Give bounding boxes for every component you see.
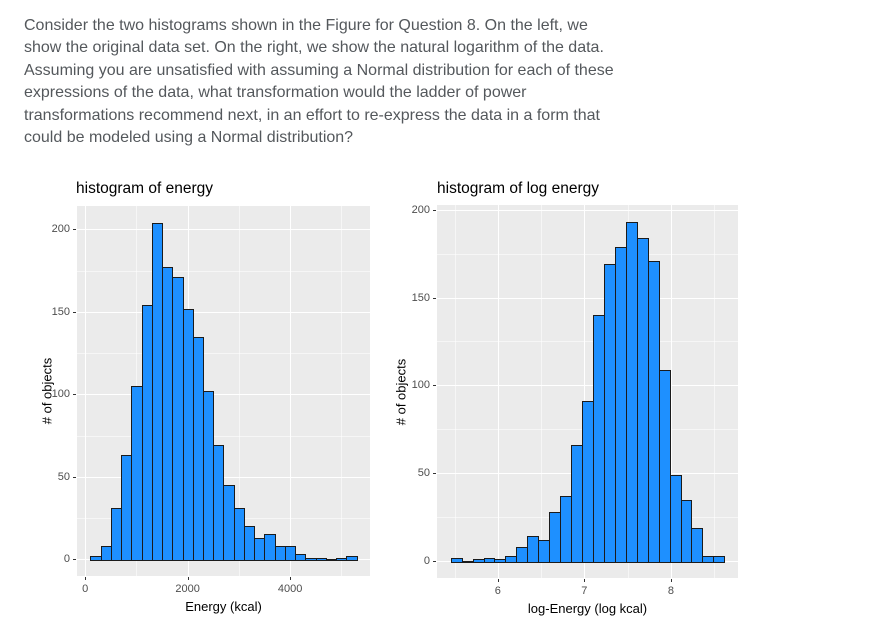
question-line: expressions of the data, what transforma… — [24, 84, 527, 102]
y-tick-label: 200 — [411, 203, 430, 216]
x-tick-label: 0 — [82, 583, 89, 595]
gridline-x-major — [497, 205, 499, 578]
gridline-x-minor — [341, 206, 343, 576]
y-tick-mark — [433, 209, 436, 211]
x-tick-mark — [187, 577, 189, 580]
x-tick-label: 4000 — [277, 583, 303, 595]
x-tick-label: 8 — [667, 585, 674, 597]
histogram-bar-zero — [462, 561, 474, 563]
x-tick-mark — [497, 579, 499, 582]
x-tick-label: 2000 — [175, 583, 200, 595]
chart-title: histogram of log energy — [437, 180, 599, 197]
gridline-y-major — [77, 394, 370, 396]
question-line: Consider the two histograms shown in the… — [24, 17, 588, 34]
histogram-bar — [295, 554, 306, 561]
y-tick-mark — [73, 229, 76, 231]
y-tick-mark — [73, 559, 76, 561]
y-tick-label: 0 — [423, 555, 430, 568]
gridline-x-major — [290, 206, 292, 576]
y-tick-mark — [433, 473, 436, 475]
histogram-bar — [691, 528, 703, 563]
y-tick-label: 50 — [417, 467, 430, 480]
gridline-y-minor — [77, 353, 370, 355]
gridline-x-minor — [714, 205, 716, 578]
question-line: could be modeled using a Normal distribu… — [24, 129, 354, 147]
y-tick-label: 50 — [57, 470, 70, 483]
gridline-x-minor — [454, 205, 456, 578]
y-tick-mark — [73, 394, 76, 396]
gridline-y-major — [437, 385, 738, 387]
y-tick-mark — [433, 297, 436, 299]
histogram-bar — [346, 556, 358, 561]
gridline-y-minor — [77, 435, 370, 437]
question-line: show the original data set. On the right… — [24, 39, 604, 57]
x-tick-mark — [584, 579, 586, 582]
y-tick-label: 0 — [63, 553, 70, 566]
histogram-bar — [713, 556, 725, 563]
y-tick-label: 200 — [51, 223, 70, 236]
y-axis-title: # of objects — [393, 358, 409, 425]
question-line: Assuming you are unsatisfied with assumi… — [24, 61, 614, 79]
gridline-y-minor — [77, 270, 370, 272]
question-line: transformations recommend next, in an ef… — [24, 106, 600, 124]
x-axis-title: log-Energy (log kcal) — [527, 601, 648, 616]
question-text: Consider the two histograms shown in the… — [24, 15, 614, 149]
gridline-x-major — [584, 205, 586, 578]
gridline-x-major — [670, 205, 672, 578]
gridline-x-minor — [238, 206, 240, 576]
x-axis-title: Energy (kcal) — [185, 599, 262, 614]
gridline-x-minor — [541, 205, 543, 578]
gridline-y-minor — [437, 253, 738, 255]
gridline-x-major — [85, 206, 87, 576]
x-tick-label: 6 — [494, 585, 501, 597]
x-tick-mark — [85, 577, 87, 580]
gridline-y-minor — [437, 341, 738, 343]
y-tick-label: 100 — [411, 379, 430, 392]
y-tick-mark — [73, 476, 76, 478]
y-axis-title: # of objects — [39, 357, 55, 425]
gridline-y-major — [437, 297, 738, 299]
x-tick-label: 7 — [581, 585, 588, 597]
y-tick-label: 150 — [51, 305, 70, 318]
gridline-y-major — [437, 209, 738, 211]
histogram-bar-zero — [326, 559, 337, 561]
gridline-y-major — [77, 229, 370, 231]
gridline-y-major — [77, 311, 370, 313]
histogram-bar — [285, 546, 296, 561]
histogram-bar — [659, 370, 671, 563]
chart-title: histogram of energy — [76, 180, 213, 197]
x-tick-mark — [290, 577, 292, 580]
x-tick-mark — [670, 579, 672, 582]
y-tick-mark — [73, 311, 76, 313]
y-tick-label: 150 — [411, 291, 430, 304]
y-tick-label: 100 — [51, 388, 70, 401]
y-tick-mark — [433, 385, 436, 387]
histogram-bar — [451, 558, 463, 563]
y-tick-mark — [433, 561, 436, 563]
